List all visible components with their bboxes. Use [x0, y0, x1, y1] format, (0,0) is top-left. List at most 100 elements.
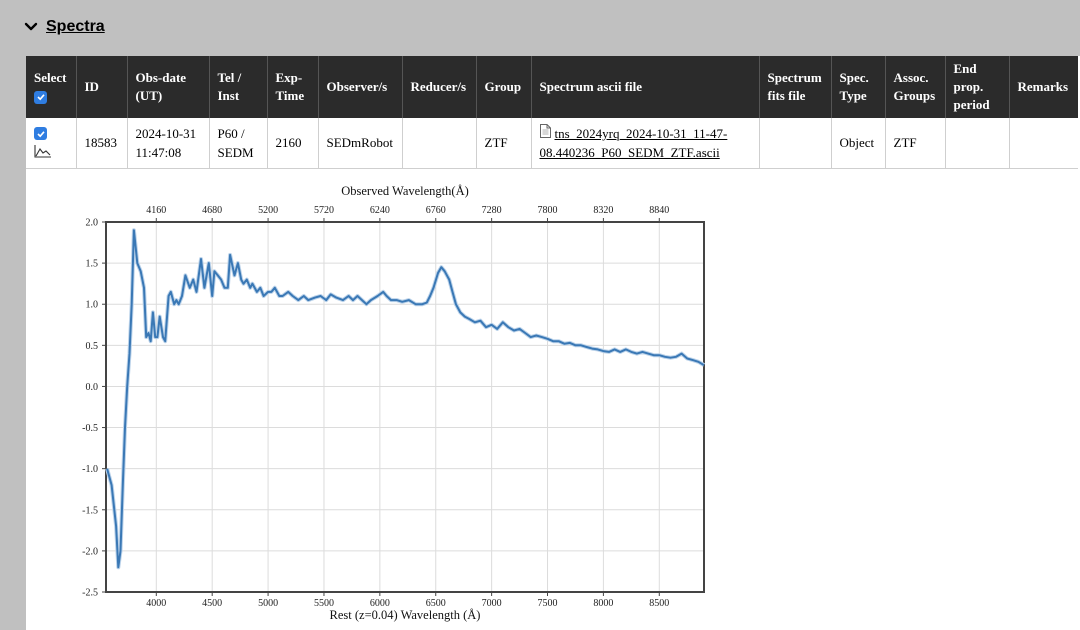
spectra-table: Select ID Obs-date (UT) Tel / Inst Exp- Time Obs… — [26, 56, 1078, 169]
row-obs-date: 2024-10-31 11:47:08 — [127, 118, 210, 169]
row-ascii-file: tns_2024yrq_2024-10-31_11-47- 08.440236_P… — [531, 118, 760, 169]
x2-tick-label: 7280 — [482, 205, 502, 216]
x-tick-label: 7000 — [482, 598, 502, 609]
section-header[interactable]: Spectra — [24, 14, 105, 40]
column-header-text: Spec. — [839, 70, 869, 85]
column-header-fits-file: Spectrum fits file — [759, 56, 832, 118]
chevron-down-icon[interactable] — [24, 20, 38, 34]
row-assoc-groups: ZTF — [885, 118, 946, 169]
x-tick-label: 6500 — [426, 598, 446, 609]
column-header-text: Reducer/s — [410, 79, 467, 94]
checkmark-icon — [36, 131, 45, 138]
column-header-group: Group — [476, 56, 532, 118]
x2-tick-label: 5720 — [314, 205, 334, 216]
column-header-select: Select — [26, 56, 77, 118]
y-tick-label: -2.5 — [82, 588, 98, 599]
document-icon — [539, 123, 551, 138]
column-header-tel-inst: Tel / Inst — [209, 56, 268, 118]
x2-tick-label: 5200 — [258, 205, 278, 216]
column-header-reducers: Reducer/s — [402, 56, 477, 118]
x2-tick-label: 6240 — [370, 205, 390, 216]
line-chart-icon[interactable] — [34, 144, 52, 158]
x-tick-label: 7500 — [538, 598, 558, 609]
column-header-text: fits file — [767, 88, 806, 103]
x-tick-label: 4500 — [202, 598, 222, 609]
section-title[interactable]: Spectra — [46, 18, 105, 35]
column-header-text: Obs-date — [135, 70, 187, 85]
x2-tick-label: 8840 — [649, 205, 669, 216]
checkmark-icon — [36, 94, 45, 101]
column-header-text: Spectrum ascii file — [539, 79, 643, 94]
x-tick-label: 5000 — [258, 598, 278, 609]
x-axis-title: Rest (z=0.04) Wavelength (Å) — [330, 608, 481, 622]
y-tick-label: 1.0 — [86, 300, 99, 311]
spectra-panel: Select ID Obs-date (UT) Tel / Inst Exp- Time Obs… — [26, 56, 1080, 630]
column-header-text: Observer/s — [326, 79, 388, 94]
column-header-exp-time: Exp- Time — [267, 56, 319, 118]
column-header-text: (UT) — [135, 88, 163, 103]
column-header-text: Assoc. — [893, 70, 929, 85]
column-header-end-prop: End prop. period — [945, 56, 1010, 118]
column-header-text: End — [953, 61, 977, 76]
ascii-file-link[interactable]: tns_2024yrq_2024-10-31_11-47- 08.440236_P… — [539, 125, 728, 160]
row-select-checkbox[interactable] — [34, 127, 47, 141]
column-header-text: Time — [275, 88, 305, 103]
column-header-ascii-file: Spectrum ascii file — [531, 56, 760, 118]
column-header-text: period — [953, 97, 990, 112]
spectrum-line[interactable] — [106, 229, 705, 569]
column-header-obs-date: Obs-date (UT) — [127, 56, 210, 118]
column-header-text: Spectrum — [767, 70, 822, 85]
column-header-assoc-groups: Assoc. Groups — [885, 56, 946, 118]
column-header-text: Select — [34, 70, 67, 85]
row-reducers — [402, 118, 477, 169]
x-tick-label: 4000 — [146, 598, 166, 609]
column-header-text: Groups — [893, 88, 936, 103]
select-all-checkbox[interactable] — [34, 90, 47, 104]
row-id: 18583 — [76, 118, 128, 169]
y-tick-label: 0.5 — [86, 341, 99, 352]
x2-tick-label: 8320 — [593, 205, 613, 216]
column-header-text: prop. — [953, 79, 984, 94]
y-tick-label: -2.0 — [82, 546, 98, 557]
column-header-spec-type: Spec. Type — [831, 56, 886, 118]
y-tick-label: 0.0 — [86, 382, 99, 393]
spectrum-chart-svg[interactable]: -2.5 -2.0 -1.5 -1.0 -0.5 0.0 0.5 1.0 1.5 2.0 4000 4… — [48, 178, 708, 630]
row-fits-file — [759, 118, 832, 169]
x-tick-label: 8500 — [649, 598, 669, 609]
column-header-text: Tel / — [217, 70, 242, 85]
y-tick-label: 1.5 — [86, 259, 99, 270]
y-tick-label: -1.0 — [82, 464, 98, 475]
column-header-text: Exp- — [275, 70, 303, 85]
y-tick-label: -0.5 — [82, 423, 98, 434]
row-group: ZTF — [476, 118, 532, 169]
plot-area — [106, 222, 704, 592]
column-header-remarks: Remarks — [1009, 56, 1078, 118]
x-tick-label: 8000 — [593, 598, 613, 609]
y-tick-label: 2.0 — [86, 218, 99, 229]
x2-tick-label: 6760 — [426, 205, 446, 216]
column-header-text: Remarks — [1017, 79, 1069, 94]
x2-tick-label: 7800 — [538, 205, 558, 216]
x2-axis-title: Observed Wavelength(Å) — [341, 184, 469, 198]
x-tick-label: 6000 — [370, 598, 390, 609]
x2-tick-label: 4160 — [146, 205, 166, 216]
row-remarks — [1009, 118, 1078, 169]
column-header-id: ID — [76, 56, 128, 118]
column-header-text: ID — [84, 79, 99, 94]
row-end-prop — [945, 118, 1010, 169]
column-header-text: Inst — [217, 88, 240, 103]
row-select-cell — [26, 118, 77, 169]
row-spec-type: Object — [831, 118, 886, 169]
table-header-row: Select ID Obs-date (UT) Tel / Inst Exp- Time Obs… — [26, 56, 1078, 118]
x2-tick-label: 4680 — [202, 205, 222, 216]
row-tel-inst: P60 /SEDM — [209, 118, 268, 169]
plot-frame — [105, 221, 705, 593]
spectrum-chart[interactable]: -2.5 -2.0 -1.5 -1.0 -0.5 0.0 0.5 1.0 1.5 2.0 4000 4… — [48, 178, 708, 630]
column-header-text: Group — [484, 79, 522, 94]
column-header-text: Type — [839, 88, 867, 103]
column-header-observers: Observer/s — [318, 56, 403, 118]
row-exp-time: 2160 — [267, 118, 319, 169]
y-tick-label: -1.5 — [82, 505, 98, 516]
row-observers: SEDmRobot — [318, 118, 403, 169]
x-tick-label: 5500 — [314, 598, 334, 609]
